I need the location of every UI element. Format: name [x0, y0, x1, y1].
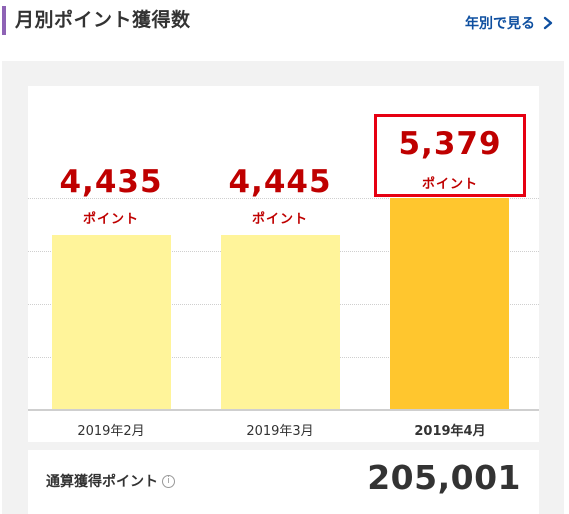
- total-points-card: [28, 450, 539, 514]
- current-month-highlight: [374, 114, 526, 197]
- total-points-label: 通算獲得ポイント: [46, 474, 158, 490]
- view-yearly-link[interactable]: 年別で見る: [465, 13, 555, 33]
- x-tick-label: 2019年2月: [77, 424, 145, 439]
- chevron-right-icon: [543, 16, 553, 30]
- x-axis-line: [28, 409, 539, 411]
- view-yearly-label: 年別で見る: [465, 16, 535, 32]
- bar-2019-feb: [52, 235, 171, 409]
- x-tick-label: 2019年4月: [414, 424, 486, 439]
- title-accent-bar: [2, 6, 6, 35]
- bar-unit-label: ポイント: [251, 212, 308, 227]
- x-tick-label: 2019年3月: [246, 424, 314, 439]
- bar-2019-apr: [390, 198, 509, 409]
- grid-line: [28, 198, 539, 199]
- bar-unit-label: ポイント: [421, 177, 478, 192]
- bar-unit-label: ポイント: [82, 212, 139, 227]
- info-icon[interactable]: i: [162, 474, 175, 488]
- bar-value-label: 4,435: [59, 164, 163, 200]
- section-title: 月別ポイント獲得数: [15, 9, 191, 31]
- total-points-label-group: 通算獲得ポイント i: [46, 471, 175, 491]
- bar-value-label: 4,445: [228, 164, 332, 200]
- total-points-value: 205,001: [367, 458, 521, 497]
- section-header: 月別ポイント獲得数 年別で見る: [0, 0, 569, 44]
- bar-value-label: 5,379: [398, 126, 502, 162]
- bar-2019-mar: [221, 235, 340, 409]
